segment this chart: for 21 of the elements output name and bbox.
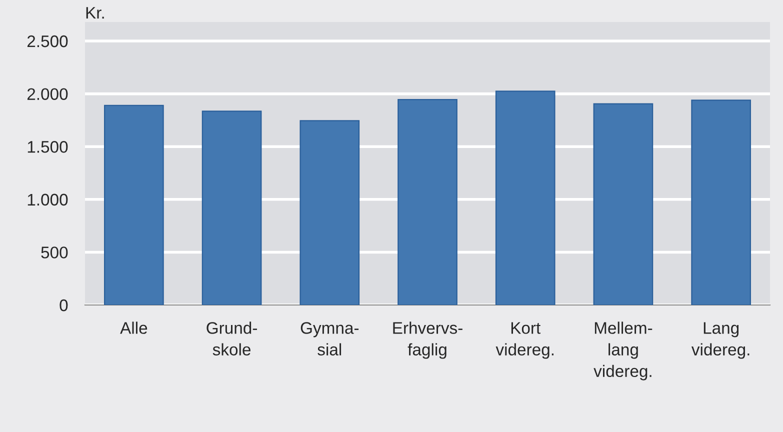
- y-tick-label: 2.000: [27, 88, 68, 100]
- x-tick-label: Grund- skole: [206, 322, 257, 356]
- x-tick-label: Erhvervs- faglig: [393, 322, 462, 359]
- x-tick-label: Lang videreg.: [691, 322, 750, 359]
- y-tick-label: 1.500: [28, 141, 68, 153]
- x-tick-label: Mellem- lang videreg.: [594, 322, 652, 380]
- bar: [104, 104, 164, 305]
- bar: [495, 90, 556, 305]
- y-tick-label: 500: [41, 246, 68, 258]
- bar: [300, 120, 360, 305]
- bar: [398, 99, 458, 305]
- x-tick-label: Gymna- sial: [300, 322, 359, 356]
- x-tick-label: Alle: [120, 322, 148, 334]
- x-tick-label: Kort videreg.: [496, 322, 554, 359]
- y-tick-label: 0: [60, 299, 68, 312]
- bar: [593, 103, 654, 305]
- bar: [691, 100, 751, 305]
- y-tick-label: 2.500: [27, 35, 68, 48]
- y-tick-label: 1.000: [28, 194, 68, 206]
- y-axis-title: Kr.: [86, 7, 104, 19]
- bar: [202, 110, 262, 305]
